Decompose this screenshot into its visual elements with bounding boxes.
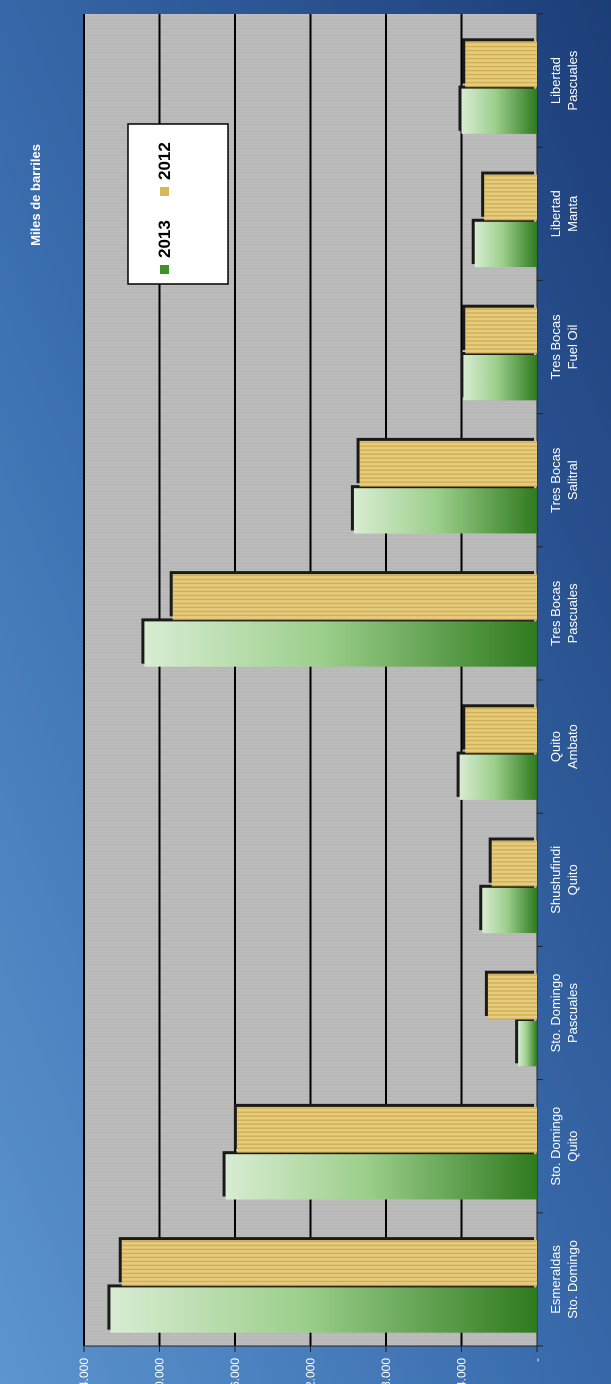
bar-2013 xyxy=(225,1154,537,1200)
legend-swatch-2013 xyxy=(160,265,169,274)
category-label: Manta xyxy=(565,195,580,232)
legend-box xyxy=(127,123,229,285)
category-label: Libertad xyxy=(548,57,563,104)
bar-2012 xyxy=(491,840,538,886)
bar-2012 xyxy=(121,1240,537,1286)
category-label: Tres Bocas xyxy=(548,447,563,513)
category-label: Pascuales xyxy=(565,50,580,110)
bar-2013 xyxy=(461,88,537,134)
category-label: Fuel Oil xyxy=(565,324,580,369)
category-label: Pascuales xyxy=(565,583,580,643)
bar-2012 xyxy=(172,574,537,620)
category-label: Pascuales xyxy=(565,983,580,1043)
legend-label-2012: 2012 xyxy=(155,142,174,180)
category-label: Esmeraldas xyxy=(548,1245,563,1314)
category-label: Quito xyxy=(565,864,580,895)
legend-label-2013: 2013 xyxy=(155,220,174,258)
legend-swatch-2012 xyxy=(160,187,169,196)
y-tick-label: 12.000 xyxy=(304,1358,318,1384)
bar-2013 xyxy=(474,221,537,268)
bar-2013 xyxy=(110,1287,538,1333)
category-label: Tres Bocas xyxy=(548,314,563,380)
bar-2013 xyxy=(459,754,537,800)
bar-2013 xyxy=(144,621,537,667)
category-label: Ambato xyxy=(565,724,580,769)
y-tick-label: 4.000 xyxy=(455,1358,469,1384)
category-label: Quito xyxy=(548,731,563,762)
bar-2012 xyxy=(487,973,537,1019)
bar-2012 xyxy=(465,41,537,87)
category-label: Salitral xyxy=(565,460,580,500)
category-label: Sto. Domingo xyxy=(565,1240,580,1319)
category-label: Libertad xyxy=(548,190,563,237)
bar-2013 xyxy=(353,488,537,534)
y-tick-label: 20.000 xyxy=(153,1358,167,1384)
bar-layer xyxy=(107,38,538,1333)
category-label: Shushufindi xyxy=(548,846,563,914)
y-tick-label: 8.000 xyxy=(379,1358,393,1384)
bar-2013 xyxy=(518,1020,537,1067)
bar-2012 xyxy=(484,174,537,220)
y-axis-label: Miles de barriles xyxy=(28,144,43,246)
category-label: Sto. Domingo xyxy=(548,974,563,1053)
legend: 2013 2012 xyxy=(127,123,229,285)
bar-2012 xyxy=(465,707,537,753)
bar-2013 xyxy=(482,887,538,934)
category-label: Quito xyxy=(565,1131,580,1162)
bar-2013 xyxy=(463,354,538,401)
bar-2012 xyxy=(236,1106,537,1153)
y-tick-label: - xyxy=(530,1358,544,1362)
bar-2012 xyxy=(465,307,537,353)
bar-2012 xyxy=(359,440,538,487)
label-layer: - 4.000 8.000 12.000 16.000 20.000 24.000 Esmer… xyxy=(77,50,580,1384)
category-label: Tres Bocas xyxy=(548,580,563,646)
category-label: Sto. Domingo xyxy=(548,1107,563,1186)
y-tick-label: 24.000 xyxy=(77,1358,91,1384)
y-tick-label: 16.000 xyxy=(228,1358,242,1384)
